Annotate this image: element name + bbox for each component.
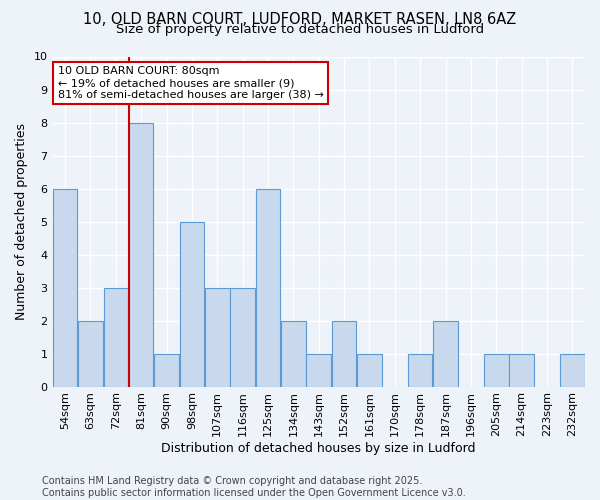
Bar xyxy=(332,320,356,386)
Bar xyxy=(179,222,204,386)
Bar xyxy=(357,354,382,386)
Y-axis label: Number of detached properties: Number of detached properties xyxy=(15,123,28,320)
Bar xyxy=(307,354,331,386)
Bar xyxy=(53,188,77,386)
Bar xyxy=(484,354,509,386)
Bar xyxy=(256,188,280,386)
Text: 10, OLD BARN COURT, LUDFORD, MARKET RASEN, LN8 6AZ: 10, OLD BARN COURT, LUDFORD, MARKET RASE… xyxy=(83,12,517,28)
Bar xyxy=(129,122,154,386)
Bar xyxy=(560,354,584,386)
Bar xyxy=(433,320,458,386)
Bar xyxy=(509,354,534,386)
X-axis label: Distribution of detached houses by size in Ludford: Distribution of detached houses by size … xyxy=(161,442,476,455)
Bar xyxy=(230,288,255,386)
Bar xyxy=(408,354,433,386)
Bar xyxy=(205,288,230,386)
Text: 10 OLD BARN COURT: 80sqm
← 19% of detached houses are smaller (9)
81% of semi-de: 10 OLD BARN COURT: 80sqm ← 19% of detach… xyxy=(58,66,323,100)
Bar xyxy=(78,320,103,386)
Bar xyxy=(104,288,128,386)
Text: Contains HM Land Registry data © Crown copyright and database right 2025.
Contai: Contains HM Land Registry data © Crown c… xyxy=(42,476,466,498)
Bar xyxy=(281,320,305,386)
Text: Size of property relative to detached houses in Ludford: Size of property relative to detached ho… xyxy=(116,24,484,36)
Bar xyxy=(154,354,179,386)
